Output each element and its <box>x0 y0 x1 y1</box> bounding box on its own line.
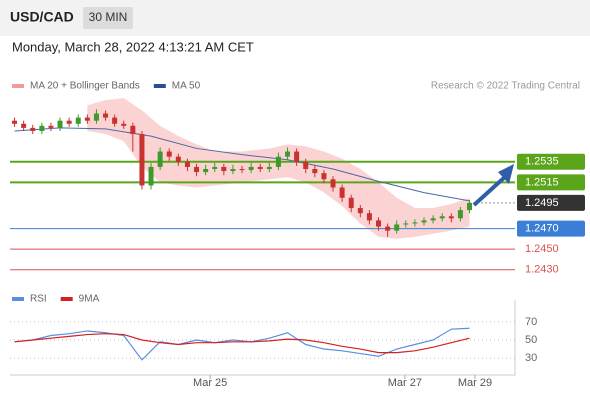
candle-body <box>457 210 463 219</box>
level-label: 1.2535 <box>525 156 559 168</box>
y-tick-label: 70 <box>525 316 537 328</box>
candle-body <box>130 125 136 135</box>
candle-body <box>194 166 200 173</box>
level-label: 1.2450 <box>525 243 559 255</box>
legend-label: MA 50 <box>172 81 201 92</box>
candle-body <box>330 179 336 188</box>
candle-body <box>175 156 181 162</box>
ma50-line <box>14 127 470 202</box>
candle-body <box>148 166 154 186</box>
candle-body <box>21 123 27 128</box>
candle-body <box>357 208 363 214</box>
y-tick-label: 30 <box>525 352 537 364</box>
candle-body <box>230 169 236 172</box>
candle-body <box>366 213 372 221</box>
candle-body <box>385 226 391 231</box>
candle-body <box>121 123 127 126</box>
candle-body <box>75 117 81 124</box>
symbol: USD/CAD <box>10 9 74 25</box>
candle-body <box>103 113 109 118</box>
timestamp: Monday, March 28, 2022 4:13:21 AM CET <box>12 39 254 54</box>
series-line <box>14 327 470 361</box>
legend-label: RSI <box>30 294 47 305</box>
candle-body <box>412 222 418 224</box>
candle-body <box>339 187 345 198</box>
candle-body <box>421 220 427 223</box>
projection-arrow-head <box>498 164 514 184</box>
rsi-frame <box>10 300 516 376</box>
projection-arrow <box>472 174 508 207</box>
candle-body <box>112 117 118 124</box>
interval-box[interactable] <box>83 7 133 29</box>
interval[interactable]: 30 MIN <box>89 10 128 24</box>
legend-label: 9MA <box>79 294 100 305</box>
candle-body <box>184 161 190 167</box>
legend-swatch <box>12 84 24 88</box>
candle-body <box>30 127 36 131</box>
y-tick-label: 50 <box>525 334 537 346</box>
candle-body <box>66 120 72 124</box>
candle-body <box>376 220 382 227</box>
candle-body <box>166 151 172 157</box>
level-box <box>517 220 585 237</box>
candle-body <box>221 166 227 172</box>
level-label: 1.2495 <box>525 197 559 209</box>
level-box <box>517 194 585 211</box>
candle-body <box>84 117 90 121</box>
candle-body <box>157 151 163 167</box>
legend-label: MA 20 + Bollinger Bands <box>30 81 140 92</box>
candle-body <box>239 169 245 171</box>
candle-body <box>467 202 473 211</box>
x-tick-label: Mar 29 <box>458 377 492 389</box>
candle-body <box>303 161 309 169</box>
candle-body <box>348 197 354 209</box>
candle-body <box>394 224 400 231</box>
level-box <box>517 174 585 191</box>
legend-swatch <box>60 297 73 301</box>
candle-body <box>39 125 45 131</box>
candle-body <box>439 216 445 219</box>
series-line <box>14 333 470 354</box>
candle-body <box>403 223 409 225</box>
candle-body <box>430 218 436 221</box>
x-tick-label: Mar 25 <box>193 377 227 389</box>
candle-body <box>48 125 54 128</box>
level-label: 1.2515 <box>525 176 559 188</box>
x-tick-label: Mar 27 <box>388 377 422 389</box>
candle-body <box>203 169 209 173</box>
legend-swatch <box>12 297 24 301</box>
level-label: 1.2470 <box>525 223 559 235</box>
candle-body <box>312 169 318 174</box>
candle-body <box>321 173 327 180</box>
candle-body <box>285 151 291 157</box>
credit: Research © 2022 Trading Central <box>431 81 580 92</box>
candle-body <box>266 166 272 169</box>
level-box <box>517 153 585 170</box>
candle-body <box>448 216 454 219</box>
candle-body <box>93 113 99 121</box>
candle-body <box>294 151 300 162</box>
level-label: 1.2430 <box>525 264 559 276</box>
candle-body <box>275 156 281 167</box>
candle-body <box>212 166 218 169</box>
candle-body <box>12 120 18 124</box>
legend-swatch <box>153 84 166 88</box>
candle-body <box>139 134 145 186</box>
candle-body <box>257 166 263 169</box>
candle-body <box>57 120 63 128</box>
candle-body <box>248 166 254 171</box>
